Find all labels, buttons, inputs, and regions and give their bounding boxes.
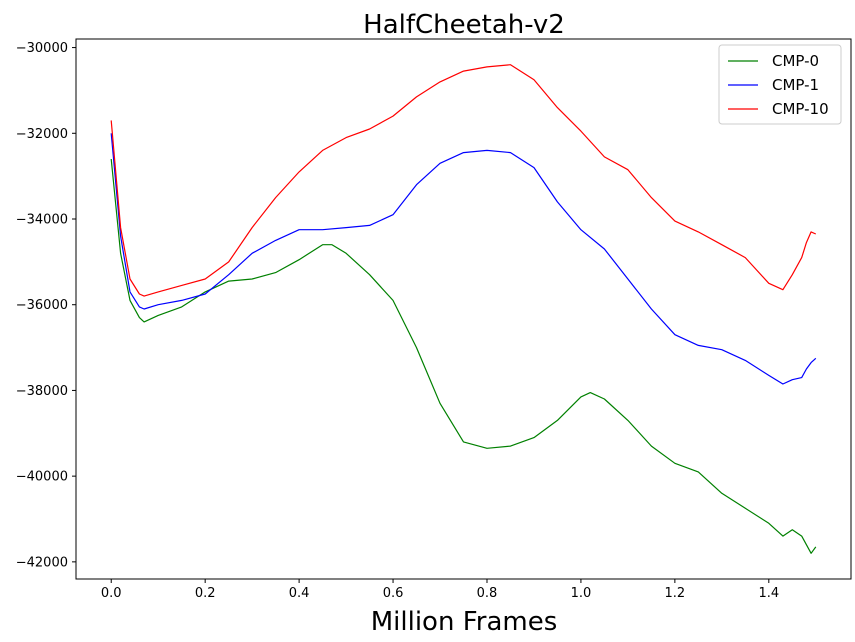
y-axis: −30000 −32000 −34000 −36000 −38000 −40000 −420…	[16, 41, 76, 570]
legend: CMP-0 CMP-1 CMP-10	[718, 44, 842, 125]
y-tick-label: −36000	[16, 298, 68, 313]
legend-label-cmp-10: CMP-10	[772, 100, 829, 118]
x-tick-label: 0.0	[101, 586, 122, 601]
x-tick-label: 1.4	[758, 586, 779, 601]
series-line-cmp-1	[110, 133, 817, 385]
y-tick-label: −42000	[16, 555, 68, 570]
y-tick-label: −32000	[16, 127, 68, 142]
x-tick-label: 0.8	[477, 586, 498, 601]
plot-frame	[75, 38, 852, 580]
x-axis-label: Million Frames	[371, 607, 558, 637]
x-tick-label: 0.6	[383, 586, 404, 601]
y-tick-label: −40000	[16, 470, 68, 485]
x-tick-label: 1.2	[665, 586, 686, 601]
plot-content	[110, 64, 817, 554]
y-tick-label: −34000	[16, 213, 68, 228]
y-tick-label: −38000	[16, 384, 68, 399]
y-tick-label: −30000	[16, 41, 68, 56]
x-tick-label: 1.0	[571, 586, 592, 601]
x-axis: 0.0 0.2 0.4 0.6 0.8 1.0 1.2 1.4	[101, 579, 779, 601]
chart-title: HalfCheetah-v2	[363, 10, 565, 40]
x-tick-label: 0.2	[195, 586, 216, 601]
legend-label-cmp-0: CMP-0	[772, 52, 819, 70]
series-line-cmp-0	[110, 158, 817, 554]
legend-label-cmp-1: CMP-1	[772, 76, 819, 94]
x-tick-label: 0.4	[289, 586, 310, 601]
legend-box	[718, 44, 842, 125]
series-line-cmp-10	[110, 64, 817, 297]
